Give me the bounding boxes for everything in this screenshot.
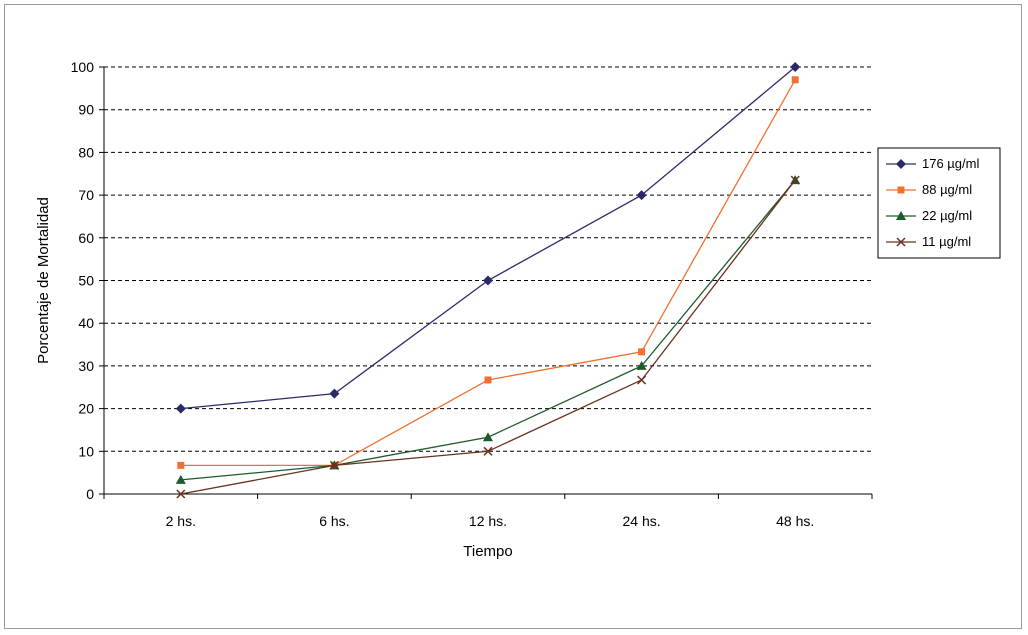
data-point [790,175,800,185]
legend-label: 176 µg/ml [922,156,979,171]
tick-labels: 0 10 20 30 40 50 60 70 80 90 100 2 hs. 6 hs. 12 hs. 24… [71,59,815,529]
legend: 176 µg/ml 88 µg/ml 22 µg/ml 11 µg/ml [877,147,1001,259]
x-tick-label: 6 hs. [319,513,349,529]
legend-label: 88 µg/ml [922,182,972,197]
x-tick-label: 48 hs. [776,513,814,529]
data-point [636,360,647,370]
y-tick-label: 0 [86,486,94,502]
data-point [483,275,493,286]
y-tick-label: 90 [78,102,94,118]
series-line [180,79,796,467]
x-tick-label: 12 hs. [469,513,507,529]
axes [99,66,873,499]
series-3 [176,175,800,499]
y-tick-label: 80 [78,144,94,160]
data-point [637,375,647,385]
data-point [483,432,493,442]
series-2 [175,175,801,484]
gridlines [104,66,872,452]
y-axis-title: Porcentaje de Mortalidad [35,197,52,364]
y-tick-label: 70 [78,187,94,203]
legend-label: 11 µg/ml [922,234,971,249]
marker-stroke [790,175,800,185]
marker-stroke [896,237,906,247]
y-tick-label: 20 [78,401,94,417]
x-axis-title: Tiempo [463,543,512,560]
legend-label: 22 µg/ml [922,208,972,223]
y-tick-label: 50 [78,273,94,289]
series-line [180,179,796,495]
marker-stroke [637,375,647,385]
data-point [175,474,186,484]
data-point [177,461,185,469]
x-tick-label: 2 hs. [166,513,196,529]
data-point [329,388,340,399]
data-point [790,62,801,72]
data-point [484,376,492,384]
data-point [483,446,493,456]
y-tick-label: 30 [78,358,94,374]
y-tick-label: 60 [78,230,94,246]
marker-stroke [329,460,339,470]
data-point [636,190,647,201]
series-group [175,62,801,499]
data-point [329,460,339,470]
series-1 [177,76,799,469]
chart-frame [4,4,1022,629]
legend-marker [896,159,906,169]
x-tick-label: 24 hs. [623,513,661,529]
data-point [176,489,186,499]
y-tick-label: 10 [78,443,94,459]
data-point [175,403,186,414]
data-point [638,348,646,356]
legend-marker [896,211,906,220]
y-tick-label: 100 [71,59,95,75]
marker-stroke [176,489,186,499]
legend-marker [896,237,906,247]
legend-marker [897,186,905,194]
y-tick-label: 40 [78,315,94,331]
marker-stroke [483,446,493,456]
data-point [791,76,799,84]
series-0 [175,62,801,414]
